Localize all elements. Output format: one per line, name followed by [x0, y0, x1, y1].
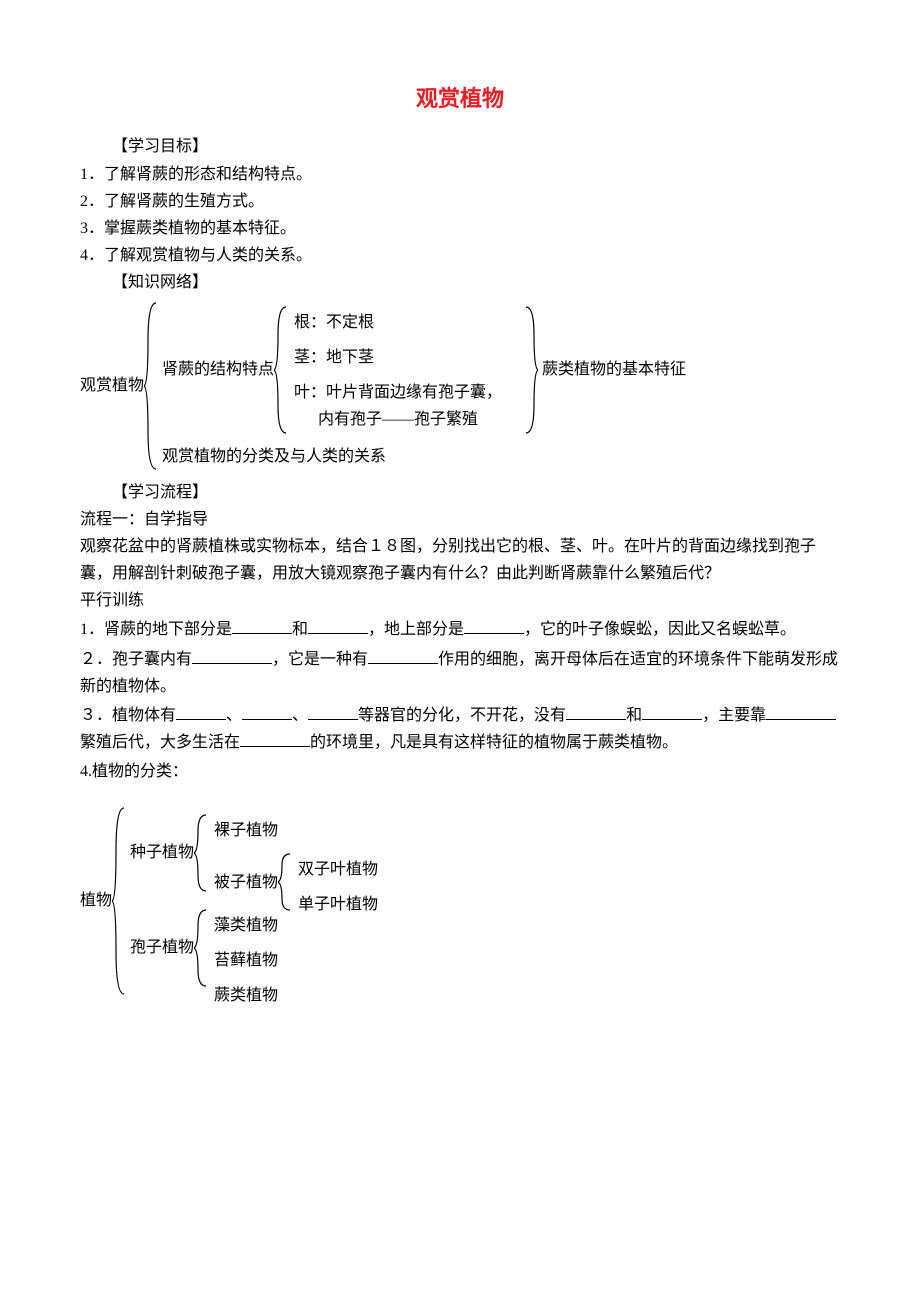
leaf-item: 苔藓植物 [214, 947, 278, 974]
leaf-item: 茎：地下茎 [294, 344, 524, 371]
leaf-item: 藻类植物 [214, 912, 278, 939]
q-text: ３．植物体有 [80, 707, 176, 724]
q-text: ，它是一种有 [272, 651, 368, 668]
diagram-root-label: 植物 [80, 887, 112, 914]
fill-blank [232, 618, 292, 634]
fill-blank [192, 648, 272, 664]
leaf-item: 双子叶植物 [298, 856, 378, 883]
fill-blank [368, 648, 438, 664]
fill-blank [766, 704, 836, 720]
page-title: 观赏植物 [80, 80, 840, 117]
fill-blank [566, 704, 626, 720]
exercise-item: 4.植物的分类： [80, 758, 840, 785]
goal-item: 2．了解肾蕨的生殖方式。 [80, 188, 840, 215]
network-heading: 【知识网络】 [80, 269, 840, 296]
diagram-root-label: 观赏植物 [80, 372, 144, 399]
leaf-item: 根：不定根 [294, 309, 524, 336]
goal-item: 4．了解观赏植物与人类的关系。 [80, 242, 840, 269]
brace-icon [194, 813, 208, 893]
goal-item: 1．了解肾蕨的形态和结构特点。 [80, 161, 840, 188]
leaf-item: 内有孢子——孢子繁殖 [294, 406, 524, 433]
q-text: 等器官的分化，不开花，没有 [358, 707, 566, 724]
fill-blank [642, 704, 702, 720]
branch-label: 观赏植物的分类及与人类的关系 [162, 443, 686, 470]
brace-icon [194, 908, 208, 988]
brace-icon [278, 852, 292, 912]
q-text: ，地上部分是 [368, 621, 464, 638]
exercise-item: 1．肾蕨的地下部分是 和 ，地上部分是 ，它的叶子像蜈蚣，因此又名蜈蚣草。 [80, 616, 840, 643]
leaf-item: 裸子植物 [214, 817, 378, 844]
branch-label: 被子植物 [214, 869, 278, 896]
brace-icon [144, 301, 158, 471]
parallel-heading: 平行训练 [80, 587, 840, 614]
q-text: 和 [292, 621, 308, 638]
goal-item: 3．掌握蕨类植物的基本特征。 [80, 215, 840, 242]
leaf-item: 叶：叶片背面边缘有孢子囊， [294, 379, 524, 406]
q-text: 繁殖后代，大多生活在 [80, 734, 240, 751]
fill-blank [240, 731, 310, 747]
branch-right-label: 蕨类植物的基本特征 [542, 356, 686, 383]
q-text: 、 [292, 707, 308, 724]
q-text: 、 [226, 707, 242, 724]
branch-label: 种子植物 [130, 839, 194, 866]
leaf-item: 蕨类植物 [214, 982, 278, 1009]
fill-blank [242, 704, 292, 720]
q-text: ，它的叶子像蜈蚣，因此又名蜈蚣草。 [524, 621, 796, 638]
branch-label: 孢子植物 [130, 934, 194, 961]
exercise-item: ３．植物体有 、 、 等器官的分化，不开花，没有 和 ，主要靠繁殖后代，大多生活在 的环境里… [80, 702, 840, 756]
fill-blank [308, 618, 368, 634]
fill-blank [464, 618, 524, 634]
goals-heading: 【学习目标】 [80, 133, 840, 160]
plant-classification-diagram: 植物 种子植物 裸子植物 被子植物 [80, 806, 840, 996]
q-text: ，主要靠 [702, 707, 766, 724]
exercise-item: ２．孢子囊内有，它是一种有作用的细胞，离开母体后在适宜的环境条件下能萌发形成新的… [80, 646, 840, 700]
flow-sub-heading: 流程一：自学指导 [80, 506, 840, 533]
q-text: 和 [626, 707, 642, 724]
knowledge-network-diagram: 观赏植物 肾蕨的结构特点 根：不定根 茎：地下茎 叶：叶片背面边缘有孢子囊， 内… [80, 301, 840, 471]
brace-icon [274, 305, 288, 435]
flow-text: 观察花盆中的肾蕨植株或实物标本，结合１８图，分别找出它的根、茎、叶。在叶片的背面… [80, 533, 840, 587]
exercise-block: 1．肾蕨的地下部分是和，地上部分是，它的叶子像蜈蚣，因此又名蜈蚣草。 ２．孢子囊… [80, 616, 840, 785]
q-text: ２．孢子囊内有 [80, 651, 192, 668]
q-text: 的环境里，凡是具有这样特征的植物属于蕨类植物。 [310, 734, 678, 751]
fill-blank [308, 704, 358, 720]
brace-icon [112, 806, 126, 996]
fill-blank [176, 704, 226, 720]
brace-icon [524, 305, 538, 435]
flow-heading: 【学习流程】 [80, 479, 840, 506]
branch-label: 肾蕨的结构特点 [162, 356, 274, 383]
q-text: 1．肾蕨的地下部分是 [80, 621, 232, 638]
